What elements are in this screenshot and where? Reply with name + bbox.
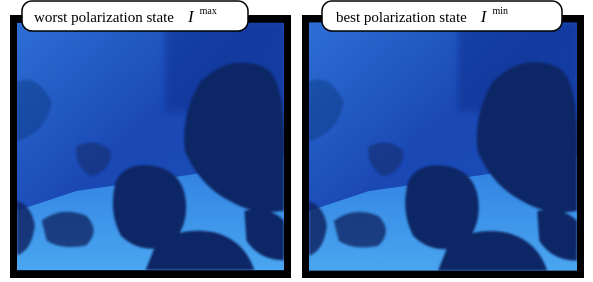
label-text: worst polarization state	[34, 10, 174, 26]
label-text: best polarization state	[336, 10, 467, 26]
underwater-image	[309, 22, 577, 270]
underwater-image	[17, 23, 284, 270]
superscript: max	[200, 6, 217, 17]
figure: worst polarization stateImax best polari…	[0, 0, 593, 282]
superscript: min	[492, 6, 508, 17]
